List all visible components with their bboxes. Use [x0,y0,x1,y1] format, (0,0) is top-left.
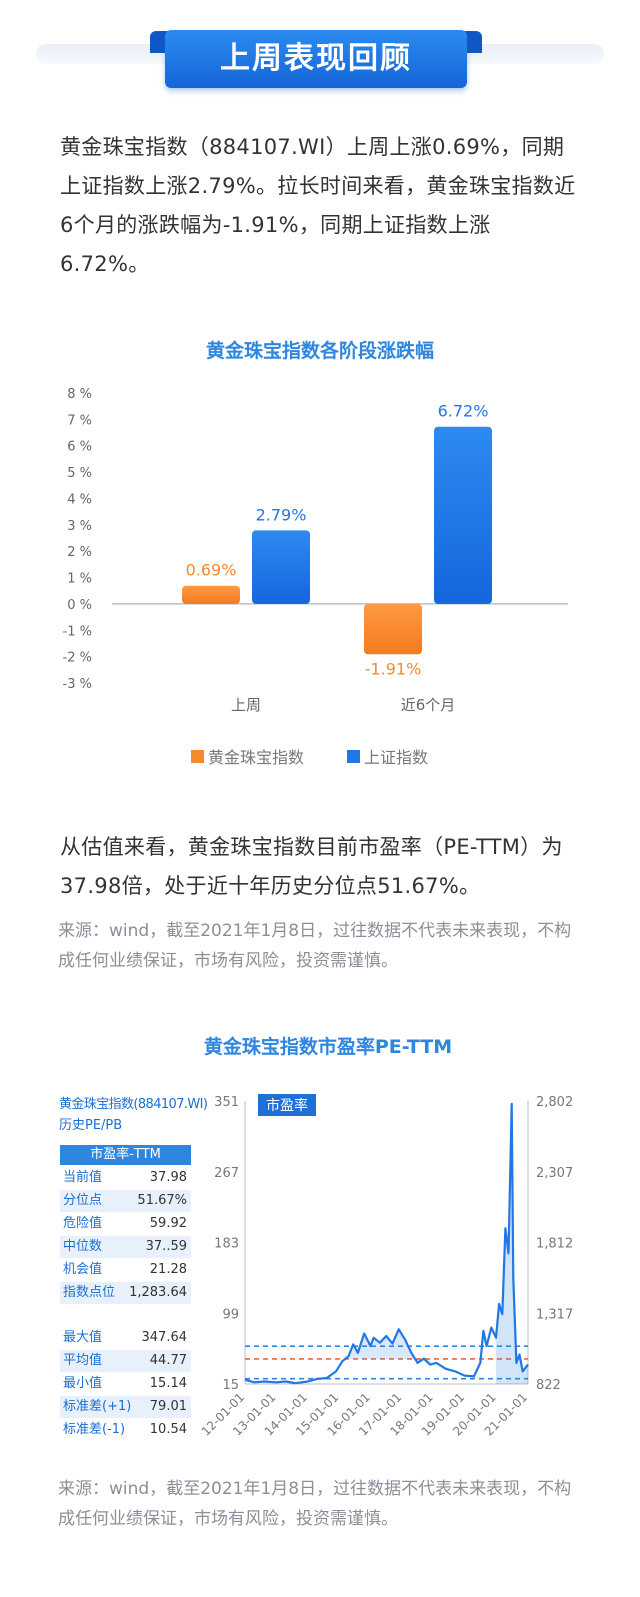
bar-y-tick-label: 8 % [67,387,92,402]
pe-table-row-value: 1,283.64 [129,1285,187,1300]
pe-y-left-tick: 15 [222,1378,239,1393]
pe-y-right-tick: 1,812 [536,1237,573,1252]
legend-swatch [347,750,360,763]
pe-table-row-label: 危险值 [63,1216,103,1231]
pe-table-row: 机会值 21.28 [60,1259,191,1281]
pe-table-row-value: 21.28 [149,1262,187,1277]
pe-chart-series [244,1102,529,1385]
pe-y-right-tick: 2,307 [536,1166,573,1181]
source-note-2: 来源：wind，截至2021年1月8日，过往数据不代表未来表现，不构成任何业绩保… [58,1479,572,1529]
bar-chart-marks: 0.69% 2.79% -1.91% 6.72% [182,402,492,678]
pe-chart-axes: 351 2,802 267 2,307 183 1,812 99 1,317 15 822 [214,1095,573,1393]
pe-table-row: 最大值 347.64 [60,1327,191,1349]
pe-y-left-tick: 99 [222,1307,239,1322]
bar-chart-x-labels: 上周 近6个月 [231,696,455,714]
bar-y-tick-label: 0 % [67,598,92,613]
source-note-1: 来源：wind，截至2021年1月8日，过往数据不代表未来表现，不构成任何业绩保… [58,921,572,971]
pe-y-left-tick: 183 [214,1237,239,1252]
pe-panel-label-bg [258,1094,316,1116]
pe-table-row-label: 标准差(-1) [63,1422,126,1437]
pe-table-row-label: 机会值 [63,1262,103,1277]
legend-label: 黄金珠宝指数 [208,748,304,767]
pe-table-row: 平均值 44.77 [60,1350,191,1372]
legend-swatch [191,750,204,763]
pe-table-row-label: 最大值 [63,1330,103,1345]
bar-chart-legend: 黄金珠宝指数 上证指数 [191,748,428,767]
bar-y-tick-label: 5 % [67,466,92,481]
bar-chart: 8 %7 %6 %5 %4 %3 %2 %1 %0 %-1 %-2 %-3 % … [63,387,568,767]
pe-series-line [244,1102,529,1385]
bar-chart-y-ticks: 8 % 7 % 6 % 5 % 4 % 3 % 2 % 1 % 0 % -1 % -2 % -3 % [63,387,92,692]
pe-table-subtitle: 历史PE/PB [59,1118,123,1133]
valuation-paragraph: 从估值来看，黄金珠宝指数目前市盈率（PE-TTM）为37.98倍，处于近十年历史… [60,835,563,898]
pe-table-row: 标准差(+1) 79.01 [60,1396,191,1418]
bar-x-label: 上周 [231,696,261,714]
pe-table-row-label: 分位点 [63,1193,103,1208]
pe-table-row-value: 37.98 [149,1170,187,1185]
bar-sse-1 [434,426,492,604]
pe-table-title: 黄金珠宝指数(884107.WI) [59,1097,208,1112]
pe-panel-label: 市盈率 [266,1097,308,1114]
pe-y-left-tick: 267 [214,1166,239,1181]
pe-table-row: 最小值 15.14 [60,1373,191,1395]
pe-table-row: 中位数 37..59 [60,1236,191,1258]
bar-y-tick-label: 6 % [67,440,92,455]
bar-gold-1 [364,603,422,655]
pe-table-row: 当前值 37.98 [60,1167,191,1189]
pe-table-row-label: 中位数 [63,1239,103,1254]
bar-y-tick-label: 1 % [67,572,92,587]
bar-y-tick-label: 3 % [67,519,92,534]
pe-table-row: 危险值 59.92 [60,1213,191,1235]
section-banner [165,30,467,88]
bar-data-label: -1.91% [365,659,422,678]
pe-table-row-label: 最小值 [63,1376,103,1391]
section-title: 上周表现回顾 [220,41,412,76]
pe-table-row-value: 44.77 [149,1353,187,1368]
bar-y-tick-label: 2 % [67,545,92,560]
bar-y-tick-label: -3 % [63,677,92,692]
pe-table-row-value: 79.01 [149,1399,187,1414]
pe-table-row-value: 10.54 [149,1422,187,1437]
bar-y-tick-label: 7 % [67,413,92,428]
bar-x-label: 近6个月 [401,696,456,714]
pe-y-left-tick: 351 [214,1095,239,1110]
pe-table-row-label: 标准差(+1) [63,1399,132,1414]
bar-data-label: 0.69% [186,561,237,580]
pe-table-row-label: 当前值 [63,1170,103,1185]
intro-paragraph: 黄金珠宝指数（884107.WI）上周上涨0.69%，同期上证指数上涨2.79%… [60,135,576,276]
pe-table-row-value: 51.67% [137,1193,187,1208]
pe-chart-x-labels: 12-01-0113-01-0114-01-0115-01-0116-01-01… [200,1390,530,1438]
pe-table-row: 标准差(-1) 10.54 [60,1419,191,1441]
pe-table-row-value: 347.64 [141,1330,188,1345]
bar-gold-0 [182,585,240,604]
pe-table-row-label: 平均值 [63,1353,103,1368]
pe-y-right-tick: 2,802 [536,1095,573,1110]
pe-table-row-label: 指数点位 [63,1285,116,1300]
pe-table-header: 市盈率-TTM [60,1145,191,1165]
pe-table-row: 分位点 51.67% [60,1190,191,1212]
bar-y-tick-label: -1 % [63,624,92,639]
bar-data-label: 6.72% [438,402,489,421]
pe-area-fill-mid [348,1329,431,1365]
pe-y-right-tick: 1,317 [536,1307,573,1322]
bar-chart-title: 黄金珠宝指数各阶段涨跌幅 [205,340,434,362]
bar-sse-0 [252,530,310,604]
bar-y-tick-label: -2 % [63,651,92,666]
pe-line-chart: 351 2,802 267 2,307 183 1,812 99 1,317 15 822 12-… [200,1094,573,1439]
bar-data-label: 2.79% [256,505,307,524]
pe-table-row: 指数点位 1,283.64 [60,1282,191,1304]
pe-table-row-value: 59.92 [149,1216,187,1231]
bar-y-tick-label: 4 % [67,492,92,507]
legend-label: 上证指数 [364,748,428,767]
pe-y-right-tick: 822 [536,1378,561,1393]
pe-table-row-value: 15.14 [149,1376,187,1391]
pe-table-row-value: 37..59 [145,1239,187,1254]
pe-chart-title: 黄金珠宝指数市盈率PE-TTM [203,1036,453,1058]
